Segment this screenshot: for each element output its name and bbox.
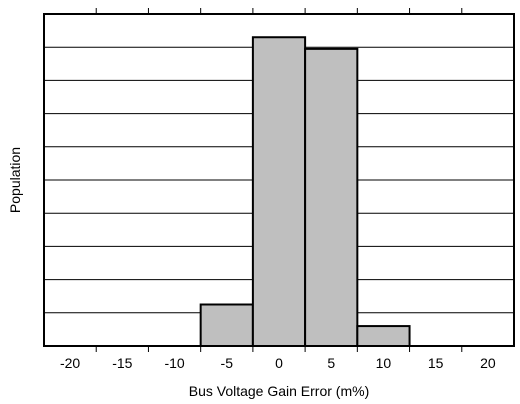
x-tick-label: 15 xyxy=(428,355,444,371)
plot-frame xyxy=(43,13,515,347)
bars xyxy=(199,36,411,348)
histogram-bar xyxy=(304,47,359,348)
x-tick-label: 20 xyxy=(480,355,496,371)
x-tick-labels: -20 -15 -10 -5 0 5 10 15 20 xyxy=(60,355,496,371)
x-tick-label: 0 xyxy=(275,355,283,371)
x-tick-label: 10 xyxy=(376,355,392,371)
x-tick-label: -10 xyxy=(164,355,184,371)
x-tick-label: -15 xyxy=(112,355,132,371)
histogram-bar xyxy=(199,303,254,347)
y-axis-title: Population xyxy=(7,147,23,213)
tick-marks xyxy=(95,8,463,352)
histogram-bar xyxy=(356,325,411,347)
histogram-bar xyxy=(251,36,307,348)
x-tick-label: 5 xyxy=(327,355,335,371)
x-tick-label: -20 xyxy=(60,355,80,371)
x-tick-label: -5 xyxy=(221,355,234,371)
x-axis-title: Bus Voltage Gain Error (m%) xyxy=(189,383,370,399)
